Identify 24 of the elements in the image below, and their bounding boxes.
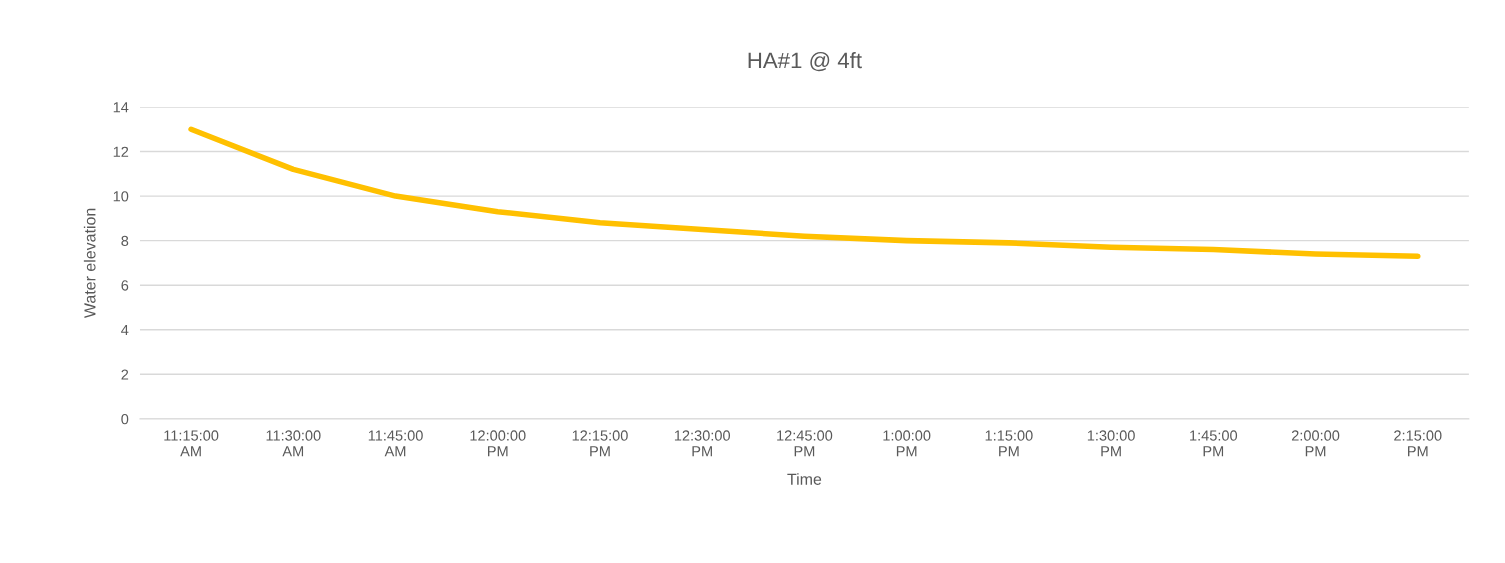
- x-tick-label: 12:00:00 PM: [470, 430, 526, 457]
- x-tick-label: 11:30:00 AM: [266, 430, 321, 457]
- y-axis-title: Water elevation: [83, 208, 96, 319]
- y-tick-label: 8: [121, 235, 129, 247]
- x-tick-label: 12:45:00 PM: [777, 430, 833, 457]
- x-tick-label: 12:30:00 PM: [674, 430, 731, 457]
- y-tick-label: 10: [113, 191, 129, 202]
- x-tick-label: 12:15:00 PM: [572, 430, 628, 457]
- x-tick-label: 1:30:00 PM: [1087, 430, 1135, 457]
- x-axis-title: Time: [787, 473, 822, 485]
- y-tick-label: 6: [121, 280, 129, 291]
- x-tick-label: 1:00:00 PM: [883, 430, 931, 457]
- y-tick-label: 2: [121, 369, 129, 380]
- x-tick-label: 1:45:00 PM: [1190, 430, 1238, 457]
- x-tick-label: 2:00:00 PM: [1291, 430, 1340, 457]
- x-tick-label: 1:15:00 PM: [985, 430, 1033, 457]
- x-tick-label: 11:45:00 AM: [368, 430, 423, 457]
- y-tick-label: 14: [113, 102, 129, 113]
- x-tick-label: 2:15:00 PM: [1394, 430, 1442, 457]
- chart-title: HA#1 @ 4ft: [748, 51, 862, 72]
- y-tick-label: 12: [113, 146, 129, 157]
- y-tick-label: 0: [121, 413, 129, 425]
- y-tick-label: 4: [121, 325, 129, 336]
- x-tick-label: 11:15:00 AM: [164, 430, 219, 457]
